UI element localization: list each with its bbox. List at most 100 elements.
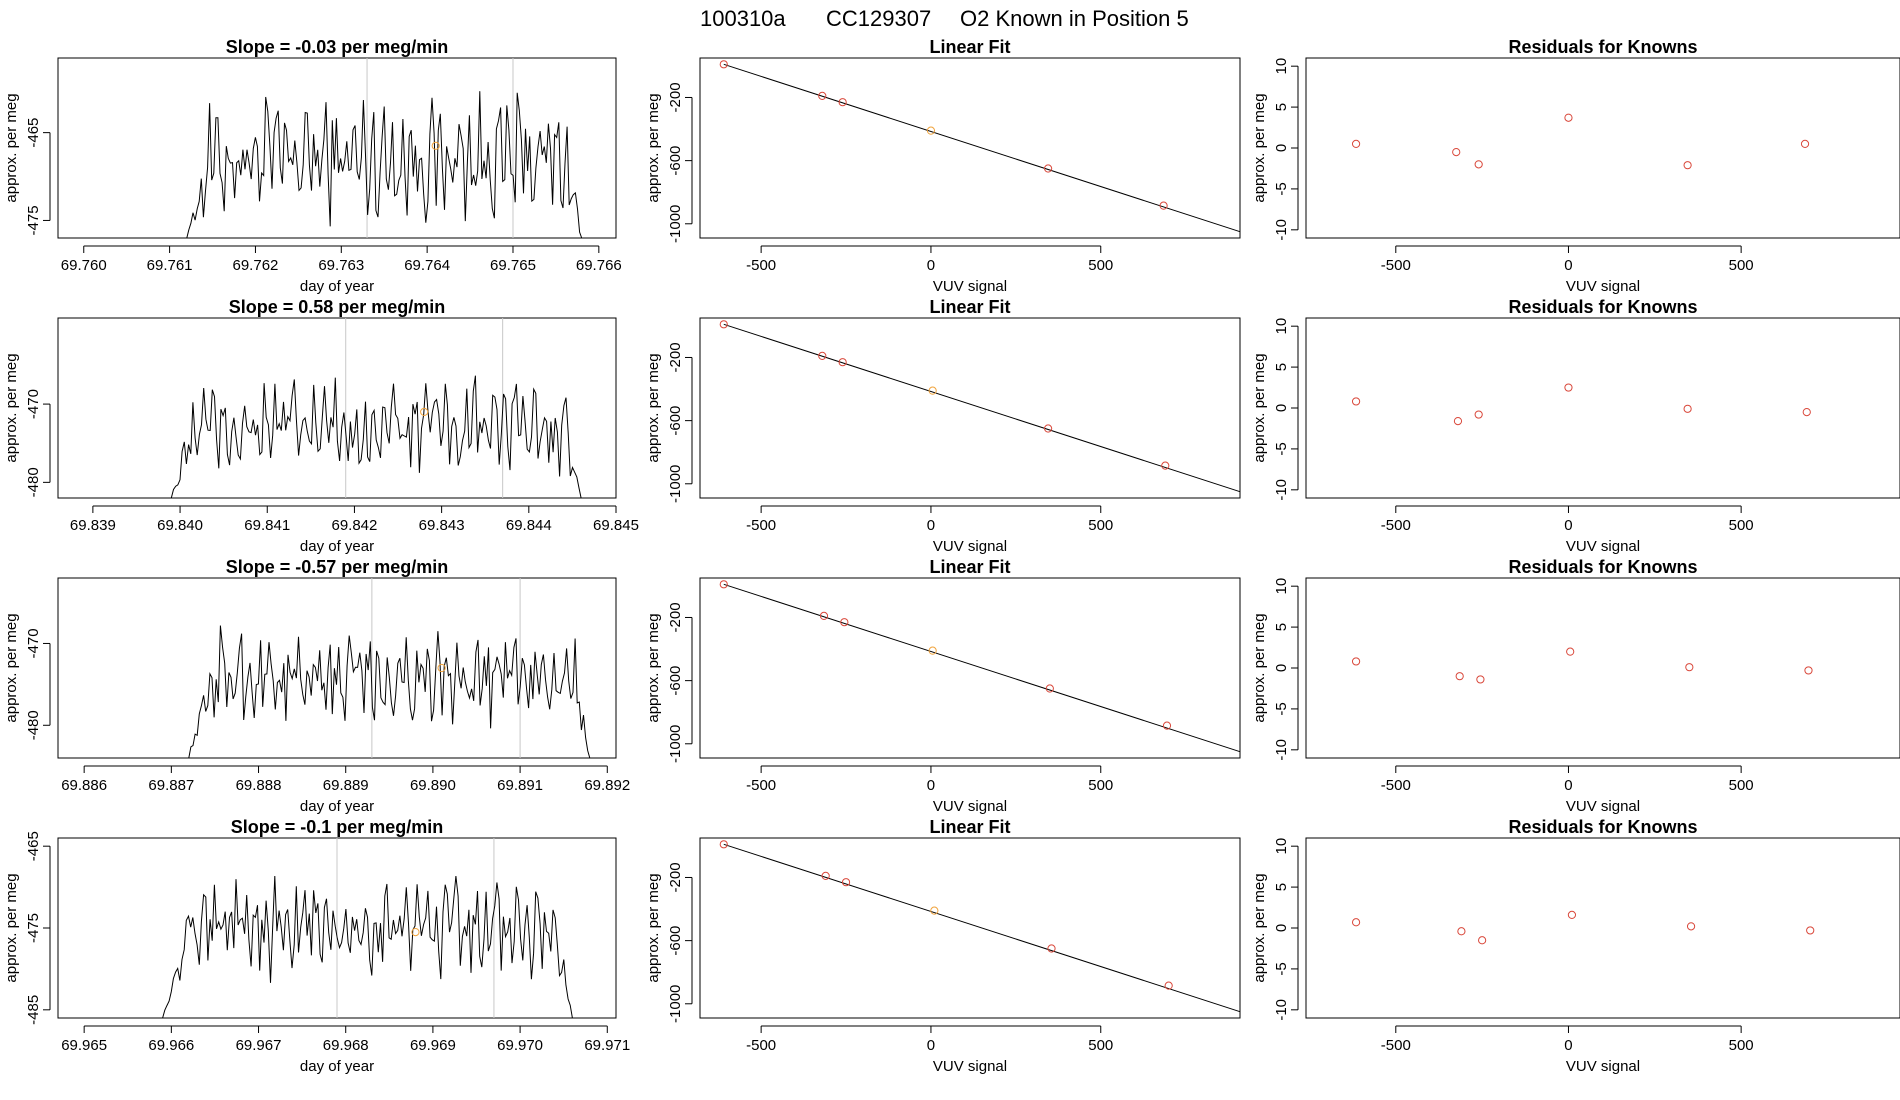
timeseries-row3-xtick-label: 69.891: [497, 777, 543, 794]
residuals-row2-plot-frame: [1305, 317, 1900, 499]
residuals-row2-data-point: [1453, 416, 1463, 426]
residuals-row3-xtick-label: 500: [1729, 777, 1754, 794]
linear-fit-row2-plot-frame: [699, 317, 1241, 499]
linear-fit-row2-fit-line: [723, 323, 1241, 493]
timeseries-row1-xtick-label: 69.761: [147, 257, 193, 274]
linear-fit-row3-ylabel: approx. per meg: [645, 613, 662, 722]
linear-fit-row2-ytick-label: -600: [667, 406, 684, 436]
residuals-row3-ytick-label: 10: [1273, 578, 1290, 595]
linear-fit-row3-data-point: [840, 618, 849, 627]
linear-fit-row2-xtick-label: 0: [927, 517, 935, 534]
timeseries-row2-xtick-label: 69.843: [419, 517, 465, 534]
residuals-row1-ytick-label: -10: [1273, 219, 1290, 241]
timeseries-row2-xtick-label: 69.845: [593, 517, 639, 534]
timeseries-row4-xtick-label: 69.965: [61, 1037, 107, 1054]
residuals-row1-ylabel: approx. per meg: [1251, 93, 1268, 202]
timeseries-row2-xtick-label: 69.842: [331, 517, 377, 534]
linear-fit-row4-xtick-label: -500: [746, 1037, 776, 1054]
residuals-row2-title: Residuals for Knowns: [1508, 297, 1697, 317]
timeseries-row1-trace-line: [186, 91, 583, 239]
linear-fit-row2-data-point: [719, 320, 728, 329]
timeseries-row1-ylabel: approx. per meg: [3, 93, 20, 202]
linear-fit-row2-data-point: [818, 351, 827, 360]
linear-fit-row2-ylabel: approx. per meg: [645, 353, 662, 462]
residuals-row2-panel: Residuals for Knowns VUV signal approx. pe…: [1251, 297, 1900, 555]
linear-fit-row2-xtick-label: 500: [1088, 517, 1113, 534]
timeseries-row4-xtick-label: 69.967: [236, 1037, 282, 1054]
residuals-row2-ytick-label: -5: [1273, 442, 1290, 455]
residuals-row1-data-point: [1452, 147, 1461, 157]
timeseries-row3-highlight-point: [437, 663, 446, 673]
linear-fit-row2-xtick-label: -500: [746, 517, 776, 534]
timeseries-row4-ylabel: approx. per meg: [3, 873, 20, 982]
linear-fit-row1-title: Linear Fit: [929, 37, 1010, 57]
residuals-row3-xlabel: VUV signal: [1566, 798, 1640, 815]
residuals-row4-ylabel: approx. per meg: [1251, 873, 1268, 982]
timeseries-row4-title: Slope = -0.1 per meg/min: [231, 817, 444, 837]
linear-fit-row4-data-point: [821, 871, 830, 880]
residuals-row1-plot-frame: [1305, 57, 1900, 239]
linear-fit-row4-data-point: [1047, 944, 1056, 953]
linear-fit-row4-data-point: [841, 878, 851, 887]
residuals-row1-data-point: [1564, 113, 1573, 122]
linear-fit-row2-data-point: [1044, 424, 1053, 433]
timeseries-row2-xtick-label: 69.840: [157, 517, 203, 534]
linear-fit-row3-xlabel: VUV signal: [933, 798, 1007, 815]
timeseries-row4-xtick-label: 69.966: [148, 1037, 194, 1054]
residuals-row2-xlabel: VUV signal: [1566, 538, 1640, 555]
residuals-row1-xtick-label: -500: [1381, 257, 1411, 274]
residuals-row3-ytick-label: 0: [1273, 664, 1290, 672]
residuals-row4-ytick-label: 10: [1273, 838, 1290, 855]
linear-fit-row1-ytick-label: -600: [667, 146, 684, 176]
residuals-row4-data-point: [1351, 918, 1361, 927]
linear-fit-row4-ytick-label: -200: [667, 862, 684, 892]
residuals-row2-ytick-label: -10: [1273, 479, 1290, 501]
timeseries-row2-xtick-label: 69.841: [244, 517, 290, 534]
residuals-row1-ytick-label: 10: [1273, 58, 1290, 75]
residuals-row3-data-point: [1455, 672, 1464, 681]
residuals-row4-title: Residuals for Knowns: [1508, 817, 1697, 837]
linear-fit-row3-ytick-label: -200: [667, 602, 684, 632]
linear-fit-row1-highlight-point: [926, 126, 936, 135]
residuals-row2-data-point: [1564, 383, 1573, 392]
timeseries-row1-highlight-point: [431, 141, 440, 150]
linear-fit-row3-data-point: [719, 580, 728, 589]
residuals-row3-plot-frame: [1305, 577, 1900, 759]
residuals-row1-xtick-label: 0: [1564, 257, 1572, 274]
linear-fit-row4-ylabel: approx. per meg: [645, 873, 662, 982]
timeseries-row4-xtick-label: 69.971: [584, 1037, 630, 1054]
timeseries-row2-xlabel: day of year: [300, 538, 374, 555]
timeseries-row4-xtick-label: 69.969: [410, 1037, 456, 1054]
timeseries-row1-ytick-label: -475: [25, 205, 42, 235]
timeseries-row4-ytick-label: -485: [25, 995, 42, 1025]
linear-fit-row1-plot-frame: [699, 57, 1241, 239]
linear-fit-row3-xtick-label: -500: [746, 777, 776, 794]
timeseries-row3-ytick-label: -470: [25, 628, 42, 658]
timeseries-row1-plot-frame: [57, 57, 617, 239]
linear-fit-row2-xlabel: VUV signal: [933, 538, 1007, 555]
linear-fit-row3-data-point: [1162, 721, 1172, 730]
residuals-row3-data-point: [1476, 675, 1485, 684]
residuals-row1-ytick-label: 5: [1273, 103, 1290, 111]
residuals-row1-ytick-label: 0: [1273, 144, 1290, 152]
timeseries-row4-xtick-label: 69.970: [497, 1037, 543, 1054]
timeseries-row3-plot-frame: [57, 577, 617, 759]
residuals-row4-data-point: [1806, 926, 1815, 935]
linear-fit-row3-fit-line: [723, 583, 1241, 753]
panel-grid: Slope = -0.03 per meg/min day of year appr…: [3, 37, 1900, 1075]
timeseries-row3-xlabel: day of year: [300, 798, 374, 815]
timeseries-row2-xtick-label: 69.844: [506, 517, 552, 534]
residuals-row1-data-point: [1351, 139, 1361, 149]
timeseries-row3-panel: Slope = -0.57 per meg/min day of year appr…: [3, 557, 630, 815]
linear-fit-row4-plot-frame: [699, 837, 1241, 1019]
residuals-row3-ytick-label: -10: [1273, 739, 1290, 761]
residuals-row4-xtick-label: 500: [1729, 1037, 1754, 1054]
timeseries-row2-highlight-point: [420, 407, 429, 417]
linear-fit-row4-ytick-label: -600: [667, 926, 684, 956]
residuals-row1-ytick-label: -5: [1273, 182, 1290, 195]
timeseries-row3-trace-line: [188, 625, 591, 759]
residuals-row2-data-point: [1683, 404, 1692, 413]
residuals-row4-ytick-label: 5: [1273, 883, 1290, 891]
timeseries-row2-plot-frame: [57, 317, 617, 499]
